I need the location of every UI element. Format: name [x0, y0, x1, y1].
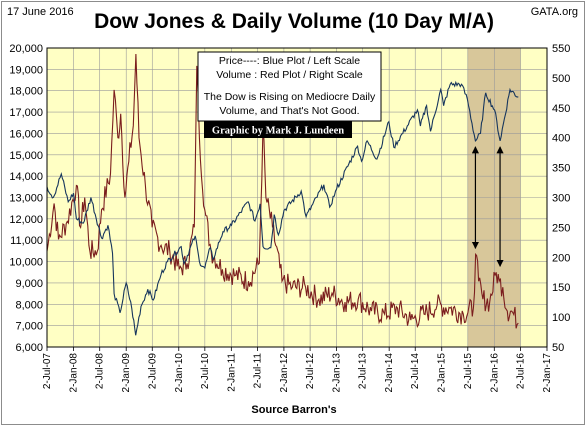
x-tick-label: 2-Jan-16 [489, 353, 500, 393]
left-tick-label: 15,000 [9, 150, 43, 162]
axis-ticks: 20,000 19,000 18,000 17,000 16,000 15,000 14,0… [9, 43, 570, 392]
x-tick-label: 2-Jul-10 [200, 353, 211, 390]
left-tick-label: 12,000 [9, 214, 43, 226]
left-tick-label: 11,000 [10, 235, 43, 247]
right-tick-label: 250 [552, 222, 570, 234]
left-tick-label: 17,000 [9, 107, 43, 119]
right-tick-label: 200 [552, 252, 570, 264]
x-tick-label: 2-Jan-09 [121, 353, 132, 393]
x-tick-label: 2-Jan-13 [332, 353, 343, 393]
x-tick-label: 2-Jan-15 [437, 353, 448, 393]
legend-line-price: Price----: Blue Plot / Left Scale [219, 55, 360, 67]
x-tick-label: 2-Jul-12 [305, 353, 316, 390]
right-tick-label: 500 [552, 73, 570, 85]
x-tick-label: 2-Jul-14 [410, 353, 421, 390]
chart-title: Dow Jones & Daily Volume (10 Day M/A) [94, 10, 494, 33]
legend-line-comment-2: Volume, and That's Not Good. [219, 105, 359, 117]
date-label: 17 June 2016 [7, 6, 74, 18]
dow-series-line [46, 80, 519, 336]
x-tick-label: 2-Jan-10 [174, 353, 185, 393]
x-tick-label: 2-Jul-13 [358, 353, 369, 390]
x-tick-label: 2-Jul-15 [463, 353, 474, 390]
volume-series-line [46, 53, 519, 329]
x-tick-label: 2-Jan-11 [226, 353, 237, 392]
x-tick-label: 2-Jan-08 [68, 353, 79, 393]
left-tick-label: 20,000 [9, 43, 43, 55]
left-tick-label: 9,000 [15, 278, 43, 290]
right-tick-label: 50 [552, 342, 564, 354]
right-tick-label: 100 [552, 312, 570, 324]
legend-line-volume: Volume : Red Plot / Right Scale [216, 69, 363, 81]
right-tick-label: 150 [552, 282, 570, 294]
x-tick-label: 2-Jul-09 [147, 353, 158, 390]
annotation-arrows [471, 146, 504, 267]
right-tick-label: 300 [552, 193, 570, 205]
right-tick-label: 450 [552, 103, 570, 115]
x-tick-label: 2-Jan-14 [384, 353, 395, 393]
x-tick-label: 2-Jul-08 [95, 353, 106, 390]
site-label: GATA.org [530, 6, 578, 18]
left-tick-label: 7,000 [15, 321, 43, 333]
legend-line-comment-1: The Dow is Rising on Mediocre Daily [204, 91, 376, 103]
credit-text: Graphic by Mark J. Lundeen [212, 126, 344, 137]
plot-border [46, 47, 548, 348]
x-tick-label: 2-Jan-12 [279, 353, 290, 393]
left-tick-label: 18,000 [9, 86, 43, 98]
x-tick-label: 2-Jul-07 [42, 353, 53, 390]
legend-box: Price----: Blue Plot / Left Scale Volume… [197, 51, 382, 122]
left-tick-label: 19,000 [9, 64, 43, 76]
source-label: Source Barron's [251, 404, 337, 416]
x-tick-label: 2-Jan-17 [542, 353, 553, 393]
x-tick-label: 2-Jul-11 [252, 353, 263, 389]
x-tick-label: 2-Jul-16 [516, 353, 527, 390]
left-tick-label: 6,000 [15, 342, 43, 354]
left-tick-label: 10,000 [9, 257, 43, 269]
left-tick-label: 13,000 [9, 193, 43, 205]
left-tick-label: 14,000 [9, 171, 43, 183]
left-tick-label: 8,000 [15, 299, 43, 311]
right-tick-label: 550 [552, 43, 570, 55]
right-tick-label: 400 [552, 133, 570, 145]
right-tick-label: 350 [552, 163, 570, 175]
left-tick-label: 16,000 [9, 128, 43, 140]
credit-badge: Graphic by Mark J. Lundeen [204, 121, 352, 138]
